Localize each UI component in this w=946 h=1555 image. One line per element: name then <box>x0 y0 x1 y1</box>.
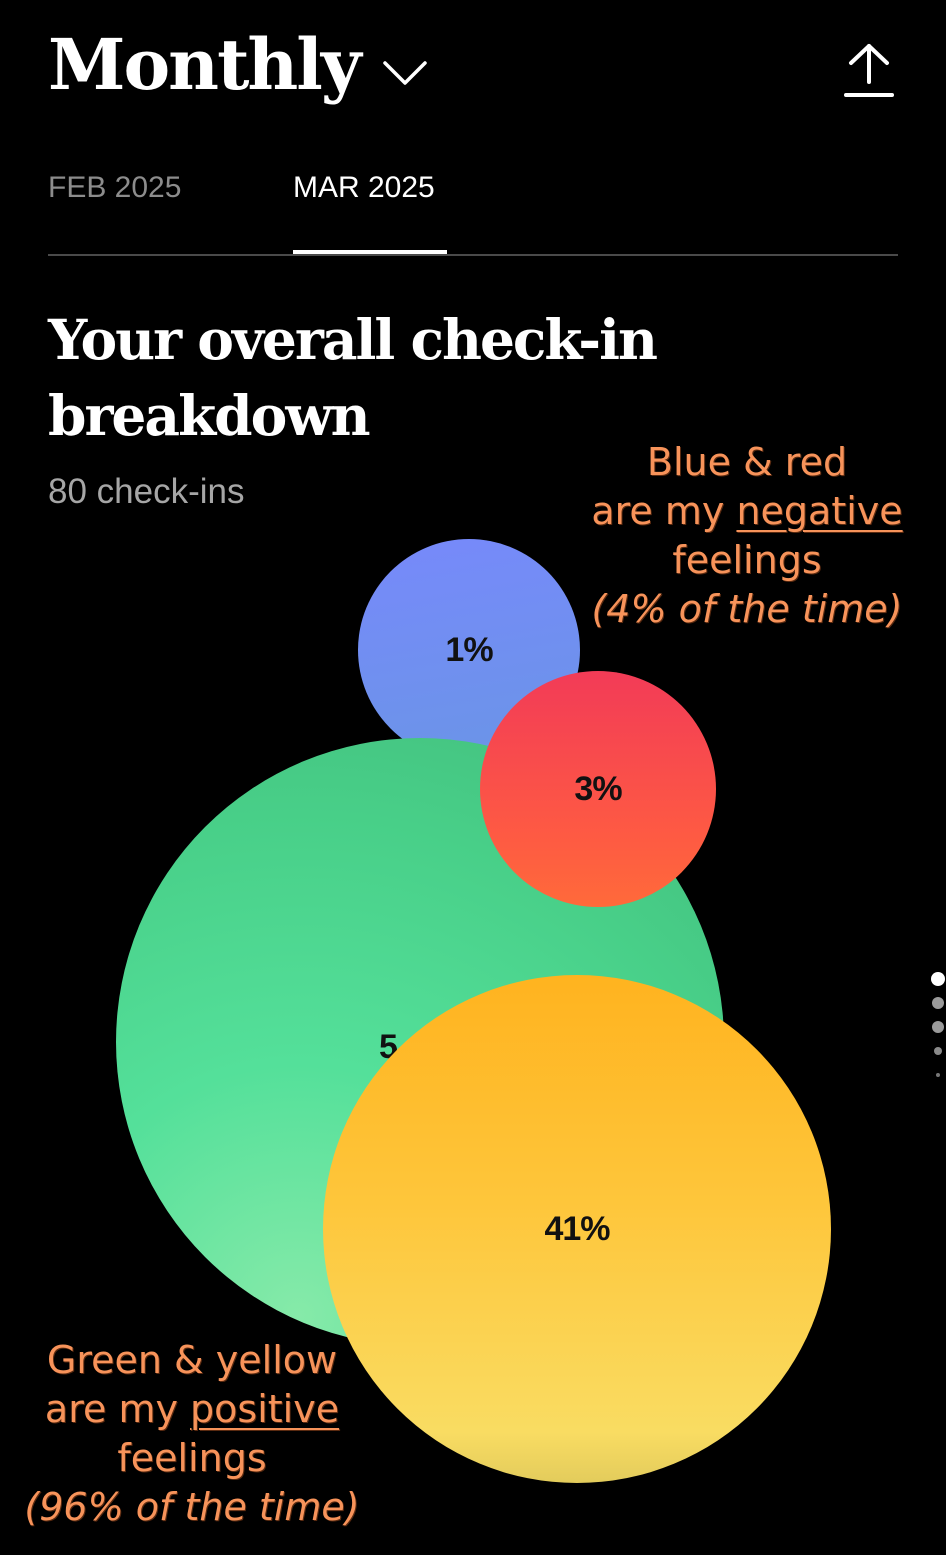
annotation-positive-line2: are my positive <box>44 1387 340 1431</box>
annotation-positive-line1: Green & yellow <box>46 1338 338 1382</box>
annotation-negative-line3: feelings <box>672 538 822 582</box>
checkin-count: 80 check-ins <box>48 472 245 511</box>
annotation-negative-line2: are my negative <box>591 489 903 533</box>
annotation-negative-line4: (4% of the time) <box>591 587 903 631</box>
bubble-yellow[interactable]: 41% <box>323 975 831 1483</box>
share-upload-icon[interactable] <box>842 42 896 100</box>
tab-feb-2025[interactable]: FEB 2025 <box>48 171 182 204</box>
page-dot-active[interactable] <box>931 972 945 986</box>
page-dot[interactable] <box>932 1021 944 1033</box>
page-dot[interactable] <box>932 997 944 1009</box>
annotation-positive: Green & yellow are my positive feelings … <box>22 1336 362 1532</box>
bubble-red-label: 3% <box>574 769 622 808</box>
annotation-positive-line3: feelings <box>117 1436 267 1480</box>
header: Monthly <box>48 30 428 100</box>
page-dot[interactable] <box>936 1073 940 1077</box>
annotation-negative-line1: Blue & red <box>646 440 848 484</box>
section-title: Your overall check-in breakdown <box>48 307 658 448</box>
tab-mar-2025[interactable]: MAR 2025 <box>293 168 447 254</box>
bubble-red[interactable]: 3% <box>480 671 716 907</box>
annotation-negative: Blue & red are my negative feelings (4% … <box>582 438 912 634</box>
page-dot[interactable] <box>934 1047 942 1055</box>
annotation-positive-emphasis: positive <box>190 1387 340 1431</box>
bubble-yellow-label: 41% <box>544 1209 610 1248</box>
month-tabs: FEB 2025 MAR 2025 <box>48 168 898 256</box>
annotation-negative-emphasis: negative <box>736 489 903 533</box>
annotation-positive-line4: (96% of the time) <box>24 1485 360 1529</box>
chevron-down-icon[interactable] <box>382 58 428 88</box>
page-title[interactable]: Monthly <box>48 23 362 106</box>
bubble-blue-label: 1% <box>445 630 493 669</box>
